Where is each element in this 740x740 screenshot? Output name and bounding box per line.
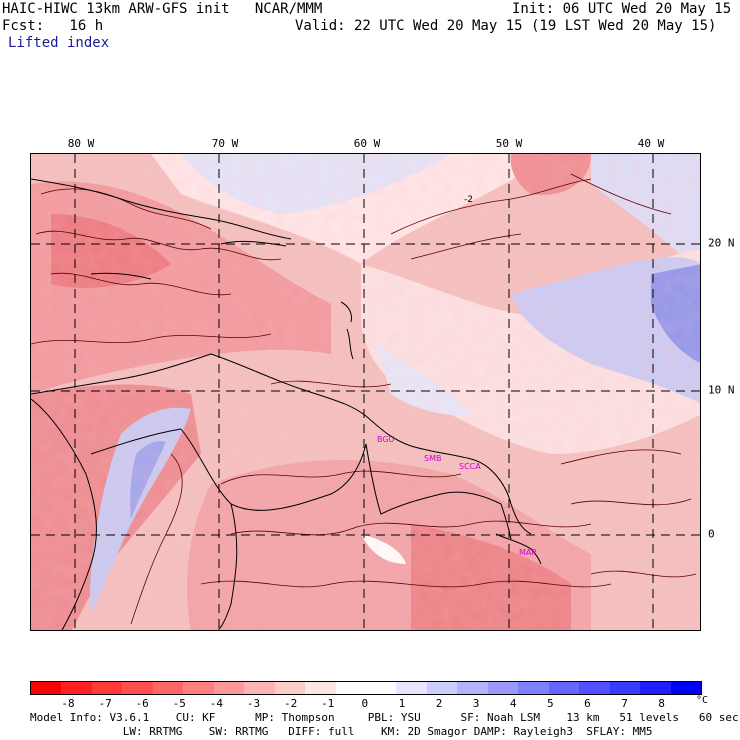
contour-value-label: -2	[464, 195, 473, 205]
contour-line	[590, 570, 697, 578]
colorbar-swatch	[548, 682, 580, 694]
coastline-jamaica	[90, 272, 152, 280]
station-label-map: MAP	[519, 548, 536, 557]
lat-label-0: 0	[708, 527, 715, 541]
colorbar	[30, 681, 702, 695]
colorbar-tick-label: -1	[321, 697, 335, 710]
colorbar-tick-label: 4	[509, 697, 517, 710]
forecast-hour: Fcst: 16 h	[2, 18, 104, 34]
colorbar-swatch	[61, 682, 92, 694]
contour-line	[230, 520, 592, 536]
station-label-smb: SMB	[424, 454, 441, 463]
colorbar-swatch	[487, 682, 519, 694]
contour-line	[390, 178, 592, 235]
contour-line	[570, 173, 672, 215]
colorbar-swatch	[579, 682, 610, 694]
lon-label-60w: 60 W	[353, 137, 381, 150]
colorbar-tick-label: -4	[209, 697, 224, 710]
lifted-index-map: -2 BGU SMB SCCA	[30, 153, 701, 631]
colorbar-tick-label: -8	[61, 697, 75, 710]
colorbar-swatch	[670, 682, 701, 694]
border-brazil-west	[217, 503, 238, 630]
station-label-scca: SCCA	[459, 462, 481, 471]
lat-label-10n: 10 N	[708, 383, 735, 397]
colorbar-swatch	[183, 682, 214, 694]
lon-label-40w: 40 W	[637, 137, 665, 150]
colorbar-tick-label: -6	[135, 697, 149, 710]
contour-line	[35, 230, 282, 261]
contour-line	[270, 380, 392, 388]
border-colombia	[90, 428, 182, 455]
colorbar-tick-label: 8	[658, 697, 665, 710]
lon-label-80w: 80 W	[67, 137, 95, 150]
colorbar-unit: °C	[696, 695, 709, 706]
contour-line	[40, 188, 212, 230]
colorbar-swatch	[365, 682, 397, 694]
valid-time: Valid: 22 UTC Wed 20 May 15 (19 LST Wed …	[295, 18, 717, 34]
colorbar-tick-label: 0	[361, 697, 369, 710]
colorbar-tick-label: 6	[584, 697, 591, 710]
colorbar-tick-label: -7	[98, 697, 112, 710]
coastlines	[31, 178, 542, 630]
border-guianas	[365, 443, 502, 515]
coastline-lesser-antilles	[340, 301, 352, 323]
colorbar-swatch	[609, 682, 641, 694]
lat-label-20n: 20 N	[708, 236, 735, 250]
colorbar-swatch	[640, 682, 671, 694]
colorbar-swatch	[457, 682, 488, 694]
colorbar-tick-label: 5	[546, 697, 554, 710]
colorbar-swatch	[305, 682, 336, 694]
model-info-line-1: Model Info: V3.6.1 CU: KF MP: Thompson P…	[30, 711, 739, 724]
colorbar-tick-label: -2	[283, 697, 298, 710]
map-canvas: -2 BGU SMB SCCA	[31, 154, 700, 630]
colorbar-swatch	[91, 682, 123, 694]
colorbar-tick-label: 3	[472, 697, 480, 710]
colorbar-tick-label: 7	[621, 697, 628, 710]
colorbar-swatch	[152, 682, 184, 694]
colorbar-swatch	[518, 682, 549, 694]
li-contours	[31, 173, 697, 625]
lon-label-70w: 70 W	[211, 137, 239, 150]
coastline-cuba	[31, 178, 292, 240]
colorbar-swatch	[31, 682, 62, 694]
colorbar-swatch	[244, 682, 275, 694]
lon-label-50w: 50 W	[495, 137, 523, 150]
title-line: HAIC-HIWC 13km ARW-GFS init NCAR/MMM	[2, 1, 323, 17]
field-name: Lifted index	[8, 35, 110, 51]
contour-line	[570, 498, 692, 506]
station-label-bgu: BGU	[377, 435, 395, 444]
colorbar-tick-label: -3	[246, 697, 261, 710]
contour-line	[130, 453, 183, 625]
coastline-south-america	[31, 353, 532, 535]
colorbar-tick-label: 2	[435, 697, 443, 710]
lat-lon-grid	[31, 154, 700, 630]
colorbar-swatch	[396, 682, 427, 694]
contour-line	[50, 272, 232, 296]
coastline-amapa	[500, 503, 512, 540]
contour-line	[220, 470, 462, 485]
colorbar-swatch	[213, 682, 245, 694]
colorbar-swatch	[122, 682, 153, 694]
field-texture	[31, 154, 700, 630]
coastline-lesser-antilles-south	[346, 328, 354, 360]
coastline-pacific	[31, 398, 97, 630]
border-venezuela	[180, 428, 367, 511]
model-info-line-2: LW: RRTMG SW: RRTMG DIFF: full KM: 2D Sm…	[30, 725, 653, 738]
coastline-marajo	[495, 533, 542, 565]
colorbar-tick-label: 1	[398, 697, 406, 710]
colorbar-swatch	[426, 682, 458, 694]
colorbar-tick-label: -5	[172, 697, 186, 710]
colorbar-swatch	[274, 682, 306, 694]
contour-line	[31, 333, 272, 345]
init-time: Init: 06 UTC Wed 20 May 15	[512, 1, 732, 17]
contour-line	[200, 580, 612, 588]
contour-line	[560, 449, 682, 465]
colorbar-swatch	[335, 682, 366, 694]
coastline-hispaniola	[220, 240, 287, 247]
